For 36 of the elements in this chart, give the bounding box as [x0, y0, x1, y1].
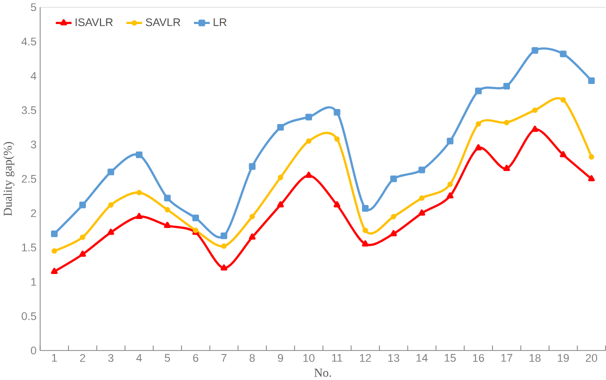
y-tick-label: 1.5	[22, 244, 36, 252]
y-axis-title: Duality gap(%)	[3, 142, 14, 216]
y-tick-label: 3.5	[22, 106, 36, 114]
x-tick-label: 20	[586, 354, 598, 362]
y-tick-label: 2.5	[22, 174, 36, 183]
x-tick-label: 3	[108, 354, 114, 362]
y-tick-label: 0.5	[22, 312, 36, 320]
x-tick-label: 1	[52, 354, 57, 362]
y-tick-label: 3	[30, 140, 36, 148]
x-axis-title: No.	[314, 368, 331, 377]
x-tick-label: 8	[250, 354, 255, 362]
x-tick-label: 10	[303, 354, 314, 362]
x-tick-label: 16	[473, 354, 484, 362]
y-tick-label: 5	[30, 3, 36, 11]
y-tick-label: 2	[31, 209, 36, 217]
x-tick-label: 13	[388, 354, 400, 362]
legend-label: LR	[214, 18, 226, 26]
x-tick-label: 17	[501, 354, 512, 362]
x-tick-label: 18	[530, 354, 541, 362]
y-tick-label: 1	[31, 278, 36, 286]
x-tick-label: 4	[136, 354, 142, 362]
y-tick-label: 0	[30, 346, 36, 354]
x-tick-label: 7	[221, 354, 226, 362]
x-tick-label: 2	[80, 354, 86, 362]
x-tick-label: 14	[416, 354, 428, 362]
x-tick-label: 11	[332, 354, 342, 362]
y-tick-label: 4.5	[21, 38, 36, 46]
x-tick-label: 19	[558, 354, 569, 362]
x-tick-label: 15	[444, 354, 456, 362]
x-tick-label: 9	[278, 354, 284, 362]
legend-label: ISAVLR	[76, 18, 113, 26]
x-tick-label: 12	[360, 354, 371, 362]
y-tick-label: 4	[30, 72, 36, 80]
legend-label: SAVLR	[146, 18, 180, 26]
x-tick-label: 6	[193, 354, 198, 362]
x-tick-label: 5	[164, 354, 170, 362]
